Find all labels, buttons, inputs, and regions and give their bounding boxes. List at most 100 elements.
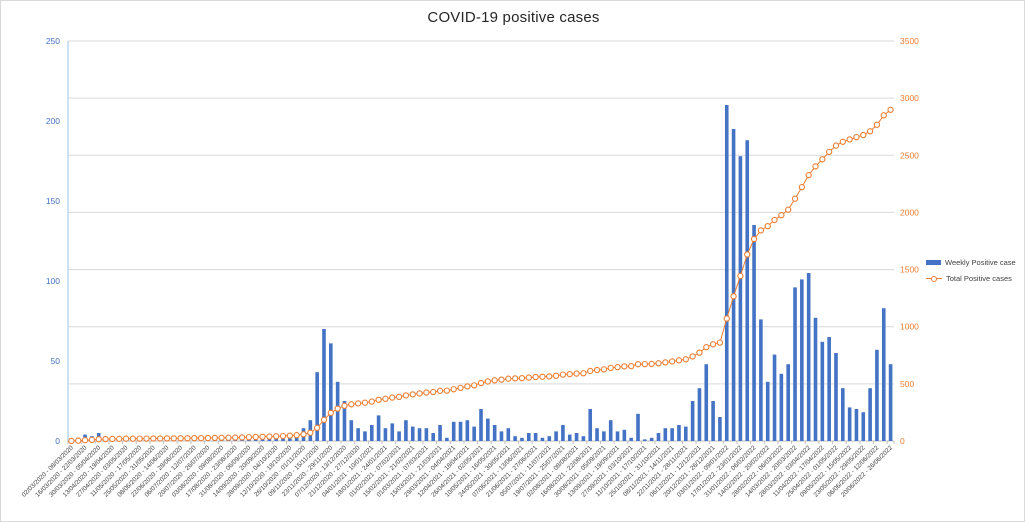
line-marker: [491, 377, 498, 384]
bar: [561, 425, 565, 441]
line-marker: [293, 432, 300, 439]
bar: [567, 434, 572, 441]
legend-item-weekly[interactable]: Weekly Positive case: [926, 258, 1016, 267]
line-marker: [641, 360, 648, 368]
bar: [499, 431, 504, 441]
bar: [315, 372, 319, 441]
legend-item-total[interactable]: Total Positive cases: [926, 274, 1016, 283]
line-marker: [580, 370, 587, 377]
line-marker: [675, 357, 683, 364]
bar: [588, 409, 593, 441]
line-marker: [286, 432, 294, 439]
line-marker: [122, 435, 130, 442]
line-marker: [68, 437, 75, 445]
line-marker: [518, 374, 526, 382]
line-marker: [839, 138, 846, 145]
bar: [397, 431, 401, 441]
line-marker: [621, 363, 628, 370]
bar: [711, 401, 715, 441]
bar: [636, 413, 640, 441]
line-marker: [464, 383, 471, 390]
right-axis-tick-label: 2000: [900, 207, 919, 217]
line-marker: [771, 216, 778, 224]
line-marker: [95, 436, 102, 443]
line-marker: [409, 391, 416, 398]
line-marker: [471, 382, 478, 389]
total-cases-markers: [68, 106, 894, 445]
line-marker: [273, 433, 280, 440]
bar: [458, 421, 463, 441]
right-axis-tick-label: 0: [900, 436, 905, 446]
line-marker: [730, 293, 737, 300]
bar: [677, 425, 681, 441]
line-marker: [314, 424, 321, 432]
bar: [765, 381, 770, 441]
line-marker: [880, 112, 887, 119]
line-marker: [791, 195, 799, 202]
bar: [745, 140, 750, 441]
line-marker: [703, 344, 710, 351]
bar: [786, 364, 790, 441]
bar: [520, 437, 524, 441]
legend-label-total: Total Positive cases: [946, 274, 1012, 283]
line-marker: [430, 388, 437, 396]
bar: [329, 343, 333, 441]
left-axis-tick-label: 250: [46, 36, 60, 46]
line-marker: [744, 251, 751, 258]
line-marker: [218, 434, 225, 441]
bar: [363, 431, 367, 441]
bar: [404, 420, 408, 441]
line-marker: [566, 370, 573, 378]
bar: [506, 428, 511, 441]
bar: [472, 426, 476, 441]
bar-series-swatch-icon: [926, 260, 941, 265]
bar: [759, 319, 763, 441]
bar: [479, 409, 483, 441]
bar: [793, 287, 797, 441]
bar: [704, 364, 709, 441]
bar: [342, 401, 347, 441]
line-marker: [709, 341, 717, 348]
line-marker: [88, 436, 96, 444]
left-axis-tick-label: 50: [51, 356, 61, 366]
bar: [451, 421, 456, 441]
line-marker: [648, 360, 655, 368]
line-marker: [860, 131, 867, 139]
line-marker: [634, 361, 642, 368]
bar: [629, 437, 633, 441]
line-marker: [628, 362, 635, 370]
line-marker: [484, 378, 491, 385]
line-marker: [853, 133, 860, 141]
line-marker: [266, 433, 273, 440]
bar: [649, 437, 654, 441]
bar: [827, 337, 831, 441]
right-axis-tick-label: 1500: [900, 265, 919, 275]
bar: [772, 354, 777, 441]
line-marker: [238, 434, 246, 441]
line-marker: [819, 156, 826, 163]
line-marker: [245, 434, 253, 441]
left-axis-tick-label: 150: [46, 196, 60, 206]
line-marker: [143, 435, 150, 442]
line-marker: [341, 402, 348, 409]
bar: [718, 417, 722, 441]
bar: [608, 420, 613, 441]
line-marker: [300, 431, 307, 438]
bar: [841, 388, 845, 441]
bar: [431, 433, 436, 441]
line-marker: [395, 393, 403, 401]
line-marker: [812, 163, 819, 170]
legend: Weekly Positive case Total Positive case…: [926, 258, 1016, 283]
legend-label-weekly: Weekly Positive case: [945, 258, 1016, 267]
line-marker: [866, 128, 874, 135]
bar: [779, 373, 784, 441]
line-marker: [443, 387, 451, 394]
line-marker: [191, 434, 198, 442]
bar: [581, 436, 586, 441]
line-marker: [150, 435, 157, 442]
bar: [533, 433, 538, 441]
line-marker: [614, 364, 621, 371]
left-axis-tick-label: 100: [46, 276, 60, 286]
bar: [888, 364, 893, 441]
